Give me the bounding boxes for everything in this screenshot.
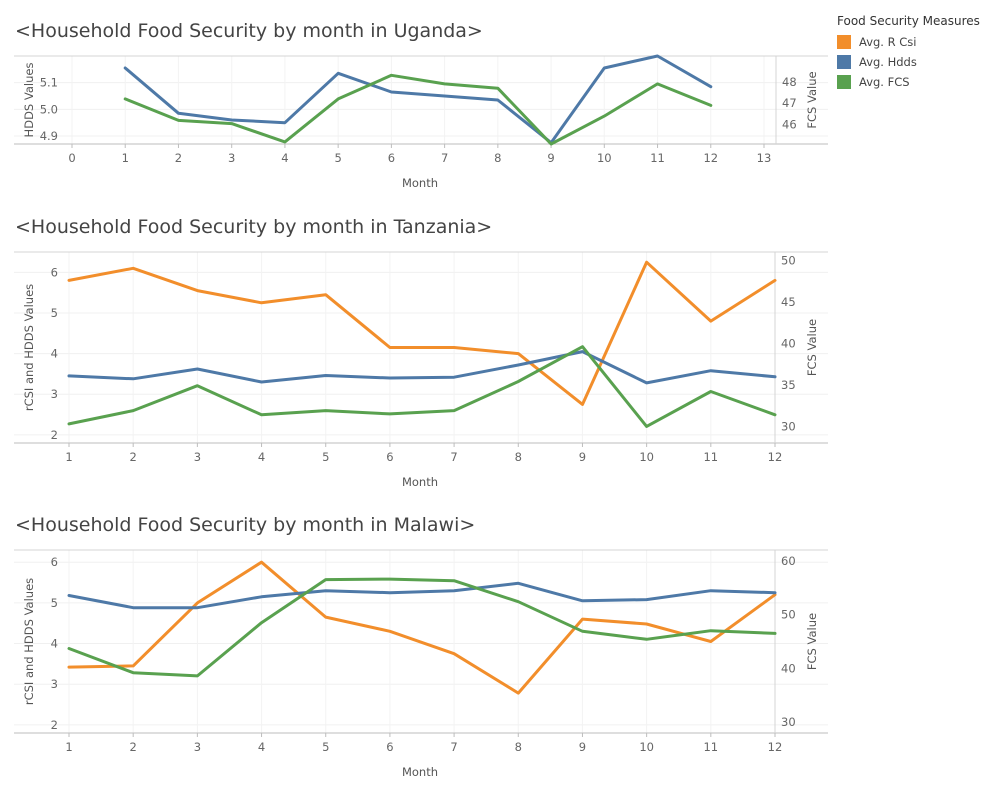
y-tick-label: 5.1 [40,76,58,90]
y2-tick-label: 40 [781,661,796,675]
y-tick-label: 5 [51,596,58,610]
x-tick-label: 6 [386,450,393,464]
x-tick-label: 3 [228,151,235,165]
legend-item-hdds[interactable]: Avg. Hdds [837,52,980,72]
y2-tick-label: 46 [782,118,797,132]
x-tick-label: 7 [450,450,457,464]
y2-tick-label: 35 [781,378,796,392]
legend-swatch-hdds [837,55,851,69]
y-tick-label: 4 [51,637,58,651]
y-tick-label: 5.0 [40,102,58,116]
legend[interactable]: Food Security Measures Avg. R Csi Avg. H… [837,14,980,92]
x-tick-label: 6 [388,151,395,165]
x-tick-label: 8 [515,740,522,754]
x-tick-label: 9 [579,450,586,464]
x-tick-label: 7 [441,151,448,165]
y-tick-label: 4 [51,347,58,361]
legend-label-hdds: Avg. Hdds [859,55,917,69]
tanzania-series-avg-fcs[interactable] [67,345,777,428]
uganda-series-avg-fcs[interactable] [123,73,713,146]
x-tick-label: 12 [768,740,783,754]
y-tick-label: 4.9 [40,129,58,143]
tanzania-chart-title: <Household Food Security by month in Tan… [15,216,493,238]
malawi-series-avg-r-csi[interactable] [67,560,777,695]
y-tick-label: 3 [51,677,58,691]
x-tick-label: 2 [175,151,182,165]
uganda-chart-title: <Household Food Security by month in Uga… [15,20,483,42]
x-tick-label: 4 [258,740,265,754]
y-tick-label: 2 [51,718,58,732]
y-axis-title: rCSI and HDDS Values [22,578,36,705]
x-tick-label: 9 [579,740,586,754]
x-tick-label: 0 [68,151,75,165]
uganda-series-avg-hdds[interactable] [123,54,713,145]
y2-axis-title: FCS Value [805,71,819,128]
y-tick-label: 6 [51,555,58,569]
x-tick-label: 12 [768,450,783,464]
y2-tick-label: 40 [781,336,796,350]
tanzania-series-avg-hdds[interactable] [67,350,777,385]
y-tick-label: 3 [51,387,58,401]
x-tick-label: 8 [494,151,501,165]
y-tick-label: 6 [51,265,58,279]
y-tick-label: 2 [51,428,58,442]
y-axis-title: rCSI and HDDS Values [22,284,36,411]
x-tick-label: 9 [547,151,554,165]
legend-title: Food Security Measures [837,14,980,28]
x-axis-title: Month [402,475,438,489]
x-tick-label: 13 [757,151,772,165]
x-tick-label: 6 [386,740,393,754]
x-tick-label: 1 [65,740,72,754]
x-tick-label: 1 [122,151,129,165]
x-tick-label: 10 [639,450,654,464]
y2-tick-label: 30 [781,715,796,729]
x-tick-label: 2 [130,450,137,464]
x-tick-label: 3 [194,740,201,754]
legend-item-rcsi[interactable]: Avg. R Csi [837,32,980,52]
y2-tick-label: 45 [781,295,796,309]
x-axis-title: Month [402,176,438,190]
malawi-series-avg-hdds[interactable] [67,581,777,610]
y-tick-label: 5 [51,306,58,320]
x-tick-label: 11 [703,740,718,754]
y2-tick-label: 60 [781,554,796,568]
x-tick-label: 5 [322,740,329,754]
x-tick-label: 11 [703,450,718,464]
y2-tick-label: 50 [781,608,796,622]
y-axis-title: HDDS Values [22,63,36,138]
x-tick-label: 12 [703,151,718,165]
x-tick-label: 11 [650,151,665,165]
x-tick-label: 5 [334,151,341,165]
legend-item-fcs[interactable]: Avg. FCS [837,72,980,92]
x-tick-label: 1 [65,450,72,464]
x-tick-label: 10 [597,151,612,165]
legend-swatch-fcs [837,75,851,89]
x-tick-label: 4 [281,151,288,165]
y2-tick-label: 48 [782,75,797,89]
x-tick-label: 8 [515,450,522,464]
x-tick-label: 7 [450,740,457,754]
malawi-series-avg-fcs[interactable] [67,577,777,678]
x-axis-title: Month [402,765,438,779]
x-tick-label: 3 [194,450,201,464]
y2-axis-title: FCS Value [805,319,819,376]
x-tick-label: 4 [258,450,265,464]
y2-axis-title: FCS Value [805,613,819,670]
malawi-chart-title: <Household Food Security by month in Mal… [15,514,476,536]
legend-label-fcs: Avg. FCS [859,75,910,89]
y2-tick-label: 47 [782,96,797,110]
legend-swatch-rcsi [837,35,851,49]
y2-tick-label: 30 [781,419,796,433]
x-tick-label: 10 [639,740,654,754]
x-tick-label: 2 [130,740,137,754]
x-tick-label: 5 [322,450,329,464]
y2-tick-label: 50 [781,253,796,267]
tanzania-series-avg-r-csi[interactable] [67,260,777,406]
legend-label-rcsi: Avg. R Csi [859,35,917,49]
